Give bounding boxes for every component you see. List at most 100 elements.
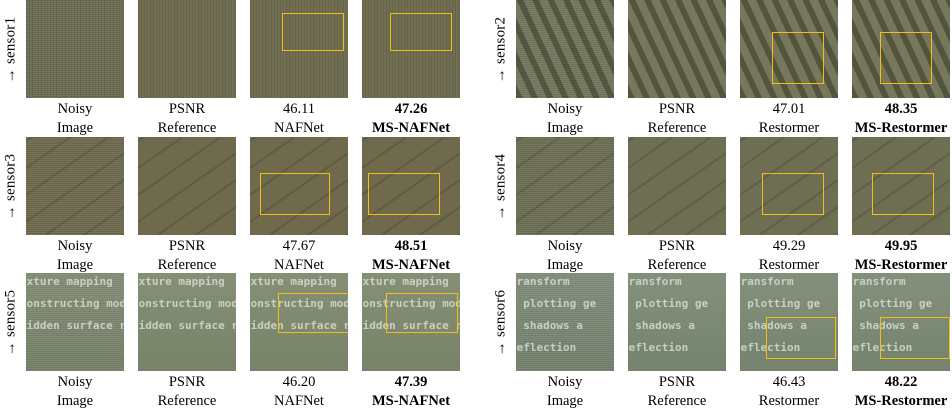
image-texture <box>138 137 236 235</box>
denoised-image <box>362 0 460 98</box>
document-text-line: hidden surface r <box>26 319 124 332</box>
denoised-image: transform • plotting ge • shadows a reflec… <box>740 273 838 371</box>
caption-label: Reference <box>157 393 217 409</box>
document-text-line: transform <box>628 275 682 288</box>
image-texture <box>740 273 838 371</box>
comparison-row: → sensor3 Noisy Image PSNR Reference 47.67 NAF… <box>0 137 476 274</box>
caption-label: Image <box>56 257 94 273</box>
highlight-box <box>260 173 330 215</box>
denoised-image: transform • plotting ge • shadows a reflec… <box>852 273 950 371</box>
image-cell: PSNR Reference <box>628 137 726 275</box>
reference-image: transform • plotting ge • shadows a reflec… <box>628 273 726 371</box>
highlight-box <box>880 317 950 359</box>
caption-label: PSNR <box>168 238 206 254</box>
method-name: MS-NAFNet <box>371 120 451 136</box>
caption-label: Reference <box>647 120 707 136</box>
image-cell: exture mapping constructing mod hidden sur… <box>362 273 460 411</box>
highlight-box <box>278 293 348 333</box>
comparison-row: → sensor4 Noisy Image PSNR Reference 49.29 Res… <box>490 137 952 274</box>
denoised-image: exture mapping constructing mod hidden sur… <box>362 273 460 371</box>
comparison-row: → sensor6 transform • plotting ge • shadows… <box>490 273 952 410</box>
image-texture <box>250 137 348 235</box>
caption-label: Noisy <box>57 101 93 117</box>
caption-label: Reference <box>157 257 217 273</box>
psnr-value: 46.20 <box>282 374 316 390</box>
document-text-line: constructing mod <box>138 297 236 310</box>
sensor-label: → sensor4 <box>490 137 512 237</box>
method-name: Restormer <box>758 393 820 409</box>
document-text-line: reflection <box>852 341 913 354</box>
psnr-value: 48.51 <box>394 238 428 254</box>
sensor-label: → sensor1 <box>0 0 22 100</box>
image-texture <box>852 273 950 371</box>
denoised-image <box>740 0 838 98</box>
sensor-label: → sensor3 <box>0 137 22 237</box>
image-cell: 47.26 MS-NAFNet <box>362 0 460 138</box>
noisy-image <box>26 137 124 235</box>
image-texture <box>628 0 726 98</box>
document-text-line: • shadows a <box>516 319 583 332</box>
caption-label: Image <box>56 120 94 136</box>
image-cell: 47.01 Restormer <box>740 0 838 138</box>
image-texture <box>740 0 838 98</box>
image-cell: PSNR Reference <box>138 137 236 275</box>
psnr-value: 48.35 <box>884 101 918 117</box>
image-cell: PSNR Reference <box>138 0 236 138</box>
caption-label: PSNR <box>658 238 696 254</box>
image-cell: exture mapping constructing mod hidden sur… <box>138 273 236 411</box>
caption-label: Image <box>546 120 584 136</box>
method-name: Restormer <box>758 257 820 273</box>
caption-label: PSNR <box>658 374 696 390</box>
image-texture <box>362 273 460 371</box>
image-texture <box>138 0 236 98</box>
image-cell: 49.29 Restormer <box>740 137 838 275</box>
document-text-line: • shadows a <box>852 319 919 332</box>
highlight-box <box>390 13 452 51</box>
image-texture <box>26 0 124 98</box>
figure-panel-right: → sensor2 Noisy Image PSNR Reference 47.01 Res… <box>490 0 952 410</box>
caption-label: Image <box>56 393 94 409</box>
document-text-line: • plotting ge <box>516 297 597 310</box>
document-text-line: constructing mod <box>250 297 348 310</box>
caption-label: PSNR <box>168 374 206 390</box>
sensor-label-text: → sensor3 <box>2 153 19 221</box>
caption-label: Image <box>546 257 584 273</box>
caption-label: PSNR <box>168 101 206 117</box>
method-name: MS-Restormer <box>854 257 948 273</box>
document-text-line: • plotting ge <box>852 297 933 310</box>
image-texture <box>138 273 236 371</box>
caption-label: Reference <box>647 393 707 409</box>
highlight-box <box>368 173 440 215</box>
image-texture <box>516 273 614 371</box>
psnr-value: 49.29 <box>772 238 806 254</box>
noisy-image <box>516 0 614 98</box>
document-text-line: exture mapping <box>138 275 225 288</box>
image-cell: Noisy Image <box>516 0 614 138</box>
noisy-image: transform • plotting ge • shadows a reflec… <box>516 273 614 371</box>
document-text-line: exture mapping <box>362 275 449 288</box>
caption-label: Noisy <box>57 238 93 254</box>
image-cell: 47.67 NAFNet <box>250 137 348 275</box>
highlight-box <box>772 32 824 84</box>
image-texture <box>362 137 460 235</box>
noisy-image <box>516 137 614 235</box>
method-name: MS-Restormer <box>854 120 948 136</box>
reference-image: exture mapping constructing mod hidden sur… <box>138 273 236 371</box>
image-cell: 46.11 NAFNet <box>250 0 348 138</box>
caption-label: Reference <box>647 257 707 273</box>
highlight-box <box>766 317 836 359</box>
psnr-value: 47.39 <box>394 374 428 390</box>
document-text-line: exture mapping <box>26 275 113 288</box>
psnr-value: 46.43 <box>772 374 806 390</box>
document-text-line: transform <box>516 275 570 288</box>
reference-image <box>138 137 236 235</box>
document-text-line: • shadows a <box>740 319 807 332</box>
image-texture <box>628 137 726 235</box>
image-cell: Noisy Image <box>26 0 124 138</box>
document-text-line: hidden surface r <box>250 319 348 332</box>
document-text-line: reflection <box>516 341 577 354</box>
highlight-box <box>762 173 824 215</box>
method-name: NAFNet <box>274 120 324 136</box>
image-texture <box>628 273 726 371</box>
document-text-line: transform <box>852 275 906 288</box>
